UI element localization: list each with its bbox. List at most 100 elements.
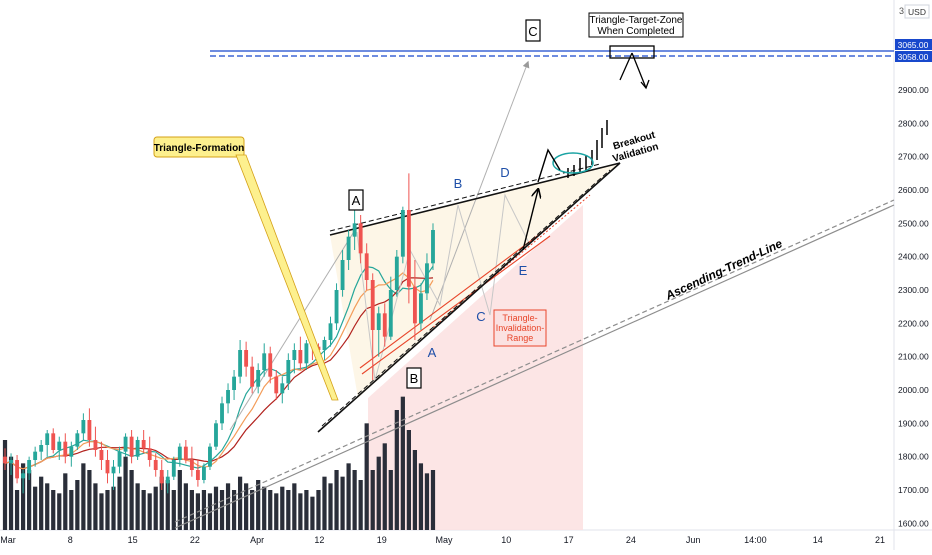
candle[interactable] bbox=[93, 426, 98, 457]
candle[interactable] bbox=[370, 273, 375, 380]
candle[interactable] bbox=[238, 340, 243, 384]
candle[interactable] bbox=[111, 460, 116, 490]
candle[interactable] bbox=[406, 173, 411, 304]
candle[interactable] bbox=[99, 441, 104, 470]
candle[interactable] bbox=[268, 346, 273, 384]
candle[interactable] bbox=[358, 215, 363, 264]
candle[interactable] bbox=[376, 306, 381, 357]
candle[interactable] bbox=[388, 276, 393, 340]
candle[interactable] bbox=[425, 253, 429, 300]
ma-mid-line bbox=[4, 272, 434, 470]
candle[interactable] bbox=[39, 440, 44, 460]
candle[interactable] bbox=[352, 210, 357, 250]
candle[interactable] bbox=[147, 436, 152, 467]
volume-bar bbox=[33, 486, 38, 530]
candle[interactable] bbox=[117, 446, 122, 474]
candle[interactable] bbox=[69, 441, 74, 467]
candle[interactable] bbox=[280, 376, 285, 404]
candle[interactable] bbox=[21, 470, 26, 494]
candle[interactable] bbox=[382, 303, 387, 347]
volume-bar bbox=[51, 490, 56, 530]
candle[interactable] bbox=[33, 446, 38, 467]
breakout-arrow bbox=[522, 190, 538, 251]
candle[interactable] bbox=[412, 260, 417, 340]
candle[interactable] bbox=[274, 370, 279, 400]
candle[interactable] bbox=[334, 283, 339, 330]
candle[interactable] bbox=[244, 341, 249, 377]
candle[interactable] bbox=[208, 443, 212, 470]
candle-body bbox=[183, 446, 188, 460]
candle[interactable] bbox=[81, 413, 86, 440]
candle[interactable] bbox=[87, 408, 92, 447]
volume-bar bbox=[370, 470, 375, 530]
candle[interactable] bbox=[340, 250, 345, 297]
candle[interactable] bbox=[141, 430, 146, 454]
candle[interactable] bbox=[171, 456, 176, 480]
volume-bar bbox=[129, 470, 134, 530]
candle[interactable] bbox=[165, 470, 170, 494]
candle[interactable] bbox=[394, 250, 399, 297]
candle[interactable] bbox=[123, 433, 128, 457]
triangle-upper-line[interactable] bbox=[329, 162, 621, 236]
candle[interactable] bbox=[214, 420, 218, 450]
candle[interactable] bbox=[63, 433, 68, 464]
candle[interactable] bbox=[135, 436, 140, 460]
candle[interactable] bbox=[159, 460, 164, 490]
volume-bar bbox=[63, 473, 68, 530]
candle[interactable] bbox=[183, 440, 188, 464]
candle[interactable] bbox=[226, 383, 230, 414]
volume-bar bbox=[201, 490, 207, 530]
candle[interactable] bbox=[304, 340, 309, 370]
candle[interactable] bbox=[298, 336, 303, 370]
triangle-lower-line[interactable] bbox=[317, 162, 621, 433]
candle-body bbox=[87, 420, 92, 440]
ascending-trend-line[interactable] bbox=[174, 204, 895, 529]
candles-layer[interactable] bbox=[3, 173, 435, 494]
price-axis[interactable]: 1600.00 1700.00 1800.00 1900.00 2000.00 2100.… bbox=[898, 52, 929, 529]
candle[interactable] bbox=[177, 443, 182, 467]
candle[interactable] bbox=[129, 430, 134, 464]
candle[interactable] bbox=[220, 396, 224, 430]
candle[interactable] bbox=[3, 448, 7, 470]
candle[interactable] bbox=[250, 356, 255, 394]
candle[interactable] bbox=[15, 455, 19, 484]
time-axis[interactable]: Mar 8 15 22 Apr 12 19 May 10 17 24 Jun 14:00 14 21 bbox=[0, 535, 885, 545]
candle[interactable] bbox=[322, 336, 327, 360]
candle[interactable] bbox=[364, 243, 369, 290]
candle[interactable] bbox=[419, 283, 423, 330]
candle[interactable] bbox=[27, 456, 32, 480]
candle[interactable] bbox=[286, 353, 291, 390]
candle[interactable] bbox=[232, 370, 236, 400]
candle[interactable] bbox=[75, 430, 80, 450]
candle-body bbox=[364, 253, 369, 280]
candle[interactable] bbox=[400, 206, 405, 264]
y-tick-label: 2200.00 bbox=[898, 318, 929, 328]
candle[interactable] bbox=[346, 230, 351, 270]
triangle-formation-note-tail bbox=[235, 154, 339, 401]
candle[interactable] bbox=[9, 453, 13, 475]
candle[interactable] bbox=[45, 430, 50, 457]
candle[interactable] bbox=[292, 343, 297, 374]
candle[interactable] bbox=[202, 463, 206, 484]
candle-body bbox=[93, 440, 98, 450]
candle[interactable] bbox=[105, 450, 110, 484]
x-tick-label: Jun bbox=[686, 535, 701, 545]
volume-bar bbox=[334, 470, 339, 530]
candle[interactable] bbox=[195, 460, 200, 487]
currency-box[interactable] bbox=[904, 4, 930, 19]
y-tick-label: 1700.00 bbox=[898, 485, 929, 495]
candle[interactable] bbox=[328, 316, 333, 347]
candle[interactable] bbox=[262, 343, 267, 377]
candle-body bbox=[202, 466, 206, 480]
candle-body bbox=[256, 370, 261, 387]
candle[interactable] bbox=[153, 453, 158, 477]
wave-c-blue-label: C bbox=[476, 309, 485, 324]
candle[interactable] bbox=[57, 436, 62, 460]
candle[interactable] bbox=[256, 363, 261, 394]
candle[interactable] bbox=[51, 428, 56, 454]
y-tick-label: 2600.00 bbox=[898, 185, 929, 195]
candle[interactable] bbox=[189, 446, 194, 477]
axis-top-label: 3 bbox=[899, 6, 904, 16]
candle[interactable] bbox=[431, 223, 435, 270]
